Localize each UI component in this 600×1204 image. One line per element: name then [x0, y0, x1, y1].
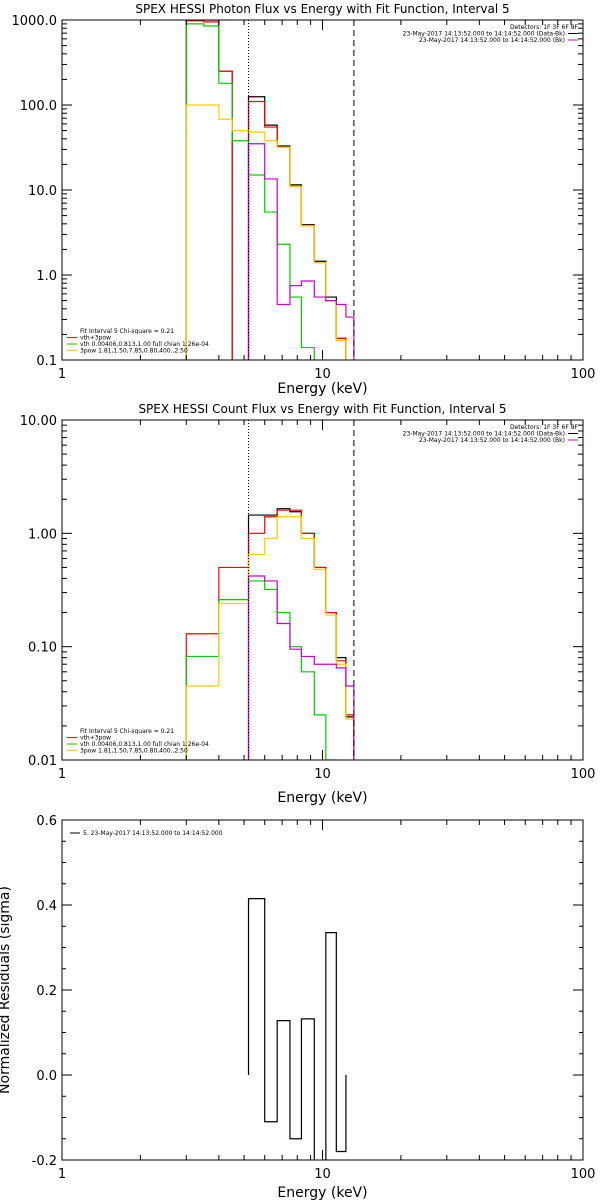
x-tick-label: 100: [571, 367, 596, 382]
legend-entry: 23-May-2017 14:13:52.000 to 14:14:52.000…: [403, 31, 565, 38]
legend-entry: vth 0.00406,0.813,1.00 full chian 1.26e-…: [80, 741, 209, 748]
chart-title: SPEX HESSI Count Flux vs Energy with Fit…: [138, 402, 506, 416]
legend-entry: vth+3pow: [80, 335, 111, 342]
x-tick-label: 10: [314, 367, 331, 382]
y-tick-label: 0.2: [36, 984, 57, 999]
legend-entry: Fit Interval 5 Chi-square = 0.21: [80, 728, 174, 735]
y-tick-label: 10.0: [28, 184, 57, 199]
y-tick-label: -0.2: [32, 1154, 57, 1169]
series-line-vth-3pow: [185, 509, 355, 760]
chart-title: SPEX HESSI Photon Flux vs Energy with Fi…: [135, 2, 509, 16]
residual-series: [247, 898, 347, 1160]
y-tick-label: 100.0: [20, 99, 57, 114]
series-line-3pow: [185, 516, 355, 760]
y-tick-label: 0.6: [36, 814, 57, 829]
x-tick-label: 100: [571, 1167, 596, 1182]
y-tick-label: 0.01: [28, 754, 57, 769]
series-line-bk: [247, 575, 355, 760]
series-group: [185, 20, 355, 360]
legend: Fit Interval 5 Chi-square = 0.21vth+3pow…: [67, 328, 209, 355]
y-tick-label: 1.00: [28, 527, 57, 542]
y-tick-label: 0.0: [36, 1069, 57, 1084]
legend-entry: 3pow 1.81,1.50,7.85,0.80,400.,2.50: [80, 748, 188, 755]
y-tick-label: 10.00: [20, 414, 57, 429]
legend: 5. 23-May-2017 14:13:52.000 to 14:14:52.…: [70, 830, 223, 837]
chart-panel-1: SPEX HESSI Photon Flux vs Energy with Fi…: [12, 2, 596, 397]
y-tick-label: 0.4: [36, 899, 57, 914]
y-tick-label: 1.0: [36, 269, 57, 284]
x-tick-label: 100: [571, 767, 596, 782]
y-tick-label: 0.10: [28, 641, 57, 656]
y-axis-label: Normalized Residuals (sigma): [0, 886, 13, 1094]
legend-entry: 3pow 1.81,1.50,7.85,0.80,400.,2.50: [80, 348, 188, 355]
chart-panel-2: SPEX HESSI Count Flux vs Energy with Fit…: [20, 402, 596, 806]
x-tick-label: 10: [314, 1167, 331, 1182]
y-tick-label: 0.1: [36, 354, 57, 369]
x-tick-label: 10: [314, 767, 331, 782]
chart-panel-3: 1 10 100 -0.2 0.0 0.2 0.4 0.6 Energy (keV) Normal…: [0, 814, 596, 1201]
legend-entry: 23-May-2017 14:13:52.000 to 14:14:52.000…: [403, 431, 565, 438]
legend-entry: Detectors: 1F 3F 6F 8F: [510, 24, 579, 31]
x-axis-label: Energy (keV): [277, 790, 367, 806]
series-group: [185, 508, 355, 760]
series-group: [247, 898, 347, 1160]
legend: Fit Interval 5 Chi-square = 0.21vth+3pow…: [67, 728, 209, 755]
y-tick-label: 1000.0: [12, 14, 58, 29]
legend-entry: Detectors: 1F 3F 6F 8F: [510, 424, 579, 431]
legend-entry: vth 0.00406,0.813,1.00 full chian 1.26e-…: [80, 341, 209, 348]
x-tick-label: 1: [58, 1167, 66, 1182]
series-line-vth: [185, 23, 315, 360]
x-tick-label: 1: [58, 767, 66, 782]
legend-entry: 23-May-2017 14:13:52.000 to 14:14:52.000…: [419, 37, 565, 44]
series-line-bk: [247, 143, 355, 360]
legend-entry: vth+3pow: [80, 735, 111, 742]
legend-entry: 5. 23-May-2017 14:13:52.000 to 14:14:52.…: [83, 830, 223, 837]
legend-entry: 23-May-2017 14:13:52.000 to 14:14:52.000…: [419, 437, 565, 444]
x-tick-label: 1: [58, 367, 66, 382]
x-axis-label: Energy (keV): [277, 381, 367, 397]
x-axis-label: Energy (keV): [277, 1185, 367, 1200]
legend-entry: Fit Interval 5 Chi-square = 0.21: [80, 328, 174, 335]
